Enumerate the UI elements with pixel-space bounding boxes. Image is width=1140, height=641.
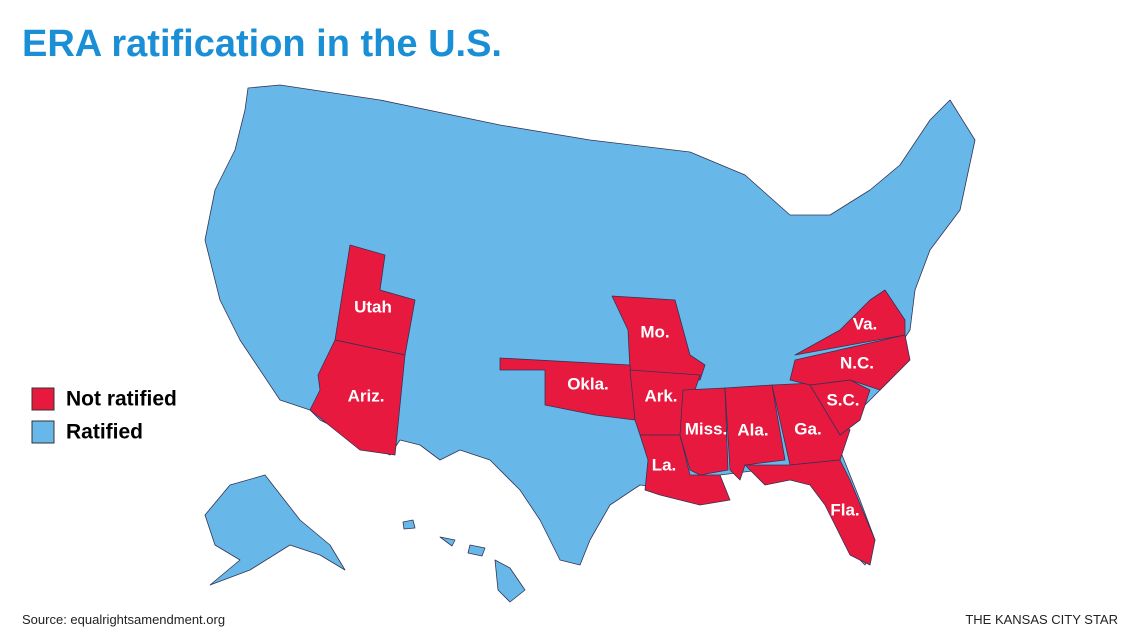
legend-swatch [31,420,55,444]
state-label: Miss. [685,419,728,438]
state-label: La. [652,455,677,474]
state-label: N.C. [840,353,874,372]
unratified-state [794,289,906,356]
title: ERA ratification in the U.S. [22,23,502,65]
unratified-state [611,295,706,381]
legend-swatch [31,387,55,411]
unratified-state [639,434,731,506]
state-label: Utah [354,297,392,316]
credit: THE KANSAS CITY STAR [965,612,1118,627]
unratified-state [309,339,406,456]
legend-label: Not ratified [66,388,177,411]
state-label: Fla. [830,500,859,519]
state-label: Va. [853,314,878,333]
state-label: Ariz. [348,386,385,405]
state-label: Okla. [567,374,609,393]
state-label: Ala. [737,420,768,439]
hawaii [402,519,526,603]
state-label: Ga. [794,419,821,438]
alaska [204,474,346,586]
unratified-state [789,334,911,391]
state-label: Ark. [644,386,677,405]
legend-label: Ratified [66,421,143,444]
source: Source: equalrightsamendment.org [22,612,225,627]
state-label: S.C. [826,390,859,409]
unratified-state [744,459,876,566]
state-label: Mo. [640,322,669,341]
